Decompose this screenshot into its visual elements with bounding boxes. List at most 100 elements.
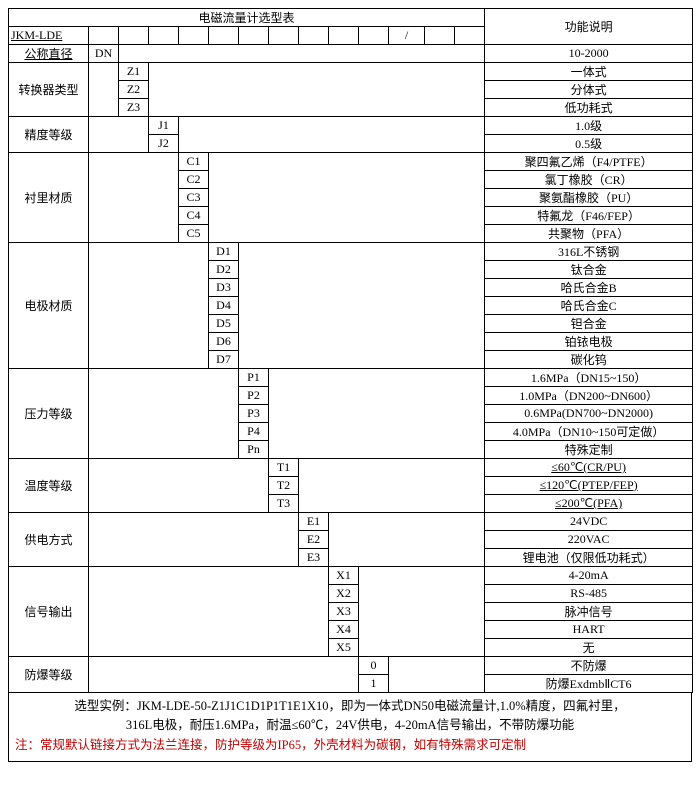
- slash: /: [389, 27, 425, 45]
- gap: [239, 243, 485, 369]
- code-e1: E1: [299, 513, 329, 531]
- desc-j1: 1.0级: [485, 117, 693, 135]
- desc-d7: 碳化钨: [485, 351, 693, 369]
- desc-c2: 氯丁橡胶（CR）: [485, 171, 693, 189]
- desc-ex0: 不防爆: [485, 657, 693, 675]
- desc-c4: 特氟龙（F46/FEP）: [485, 207, 693, 225]
- slot: [89, 27, 119, 45]
- code-x5: X5: [329, 639, 359, 657]
- code-e3: E3: [299, 549, 329, 567]
- desc-c1: 聚四氟乙烯（F4/PTFE）: [485, 153, 693, 171]
- desc-d3: 哈氏合金B: [485, 279, 693, 297]
- code-x3: X3: [329, 603, 359, 621]
- desc-x1: 4-20mA: [485, 567, 693, 585]
- code-c5: C5: [179, 225, 209, 243]
- slot: [455, 27, 485, 45]
- code-x2: X2: [329, 585, 359, 603]
- row-label-dn: 公称直径: [9, 45, 89, 63]
- code-p4: P4: [239, 423, 269, 441]
- desc-x5: 无: [485, 639, 693, 657]
- code-d2: D2: [209, 261, 239, 279]
- desc-d2: 钛合金: [485, 261, 693, 279]
- slot: [119, 27, 149, 45]
- row-label-acc: 精度等级: [9, 117, 89, 153]
- desc-x4: HART: [485, 621, 693, 639]
- gap: [299, 459, 485, 513]
- code-t1: T1: [269, 459, 299, 477]
- desc-t3: ≤200℃(PFA): [485, 495, 693, 513]
- code-j2: J2: [149, 135, 179, 153]
- code-p2: P2: [239, 387, 269, 405]
- gap: [149, 63, 485, 117]
- row-label-ex: 防爆等级: [9, 657, 89, 693]
- code-d4: D4: [209, 297, 239, 315]
- desc-p4: 4.0MPa（DN10~150可定做）: [485, 423, 693, 441]
- code-p1: P1: [239, 369, 269, 387]
- slot: [299, 27, 329, 45]
- gap: [359, 567, 485, 657]
- desc-t2: ≤120℃(PTEP/FEP): [485, 477, 693, 495]
- code-e2: E2: [299, 531, 329, 549]
- code-ex0: 0: [359, 657, 389, 675]
- gap: [89, 567, 329, 657]
- code-pn: Pn: [239, 441, 269, 459]
- gap: [209, 153, 485, 243]
- desc-ex1: 防爆ExdmbⅡCT6: [485, 675, 693, 693]
- footer: 选型实例：JKM-LDE-50-Z1J1C1D1P1T1E1X10，即为一体式D…: [8, 693, 692, 762]
- desc-c5: 共聚物（PFA）: [485, 225, 693, 243]
- slot: [239, 27, 269, 45]
- row-label-conv: 转换器类型: [9, 63, 89, 117]
- code-j1: J1: [149, 117, 179, 135]
- desc-dn: 10-2000: [485, 45, 693, 63]
- gap: [389, 657, 485, 693]
- code-x4: X4: [329, 621, 359, 639]
- desc-x3: 脉冲信号: [485, 603, 693, 621]
- slot: [359, 27, 389, 45]
- gap: [89, 243, 209, 369]
- desc-c3: 聚氨酯橡胶（PU）: [485, 189, 693, 207]
- code-d7: D7: [209, 351, 239, 369]
- desc-p2: 1.0MPa（DN200~DN600）: [485, 387, 693, 405]
- title: 电磁流量计选型表: [9, 9, 485, 27]
- gap: [89, 153, 179, 243]
- desc-z1: 一体式: [485, 63, 693, 81]
- code-c3: C3: [179, 189, 209, 207]
- code-z1: Z1: [119, 63, 149, 81]
- gap: [179, 117, 485, 153]
- code-dn: DN: [89, 45, 119, 63]
- row-label-electrode: 电极材质: [9, 243, 89, 369]
- code-d1: D1: [209, 243, 239, 261]
- code-d3: D3: [209, 279, 239, 297]
- selection-table: 电磁流量计选型表 功能说明 JKM-LDE / 公称直径 DN 10-2000 …: [8, 8, 693, 693]
- code-p3: P3: [239, 405, 269, 423]
- slot: [329, 27, 359, 45]
- row-label-pressure: 压力等级: [9, 369, 89, 459]
- gap: [89, 657, 359, 693]
- footer-line2: 316L电极，耐压1.6MPa，耐温≤60℃，24V供电，4-20mA信号输出，…: [15, 716, 685, 735]
- code-z3: Z3: [119, 99, 149, 117]
- gap: [89, 513, 299, 567]
- footer-line1: 选型实例：JKM-LDE-50-Z1J1C1D1P1T1E1X10，即为一体式D…: [15, 697, 685, 716]
- slot: [269, 27, 299, 45]
- code-c4: C4: [179, 207, 209, 225]
- slot: [209, 27, 239, 45]
- gap: [89, 63, 119, 117]
- slot: [425, 27, 455, 45]
- desc-e1: 24VDC: [485, 513, 693, 531]
- desc-e3: 锂电池（仅限低功耗式）: [485, 549, 693, 567]
- desc-d6: 铂铱电极: [485, 333, 693, 351]
- row-label-power: 供电方式: [9, 513, 89, 567]
- code-d5: D5: [209, 315, 239, 333]
- desc-t1: ≤60℃(CR/PU): [485, 459, 693, 477]
- footer-note: 注：常规默认链接方式为法兰连接，防护等级为IP65，外壳材料为碳钢，如有特殊需求…: [15, 736, 685, 755]
- desc-z2: 分体式: [485, 81, 693, 99]
- desc-p3: 0.6MPa(DN700~DN2000): [485, 405, 693, 423]
- gap: [89, 117, 149, 153]
- gap: [89, 369, 239, 459]
- desc-d4: 哈氏合金C: [485, 297, 693, 315]
- code-d6: D6: [209, 333, 239, 351]
- code-x1: X1: [329, 567, 359, 585]
- desc-p1: 1.6MPa（DN15~150）: [485, 369, 693, 387]
- row-label-temp: 温度等级: [9, 459, 89, 513]
- code-z2: Z2: [119, 81, 149, 99]
